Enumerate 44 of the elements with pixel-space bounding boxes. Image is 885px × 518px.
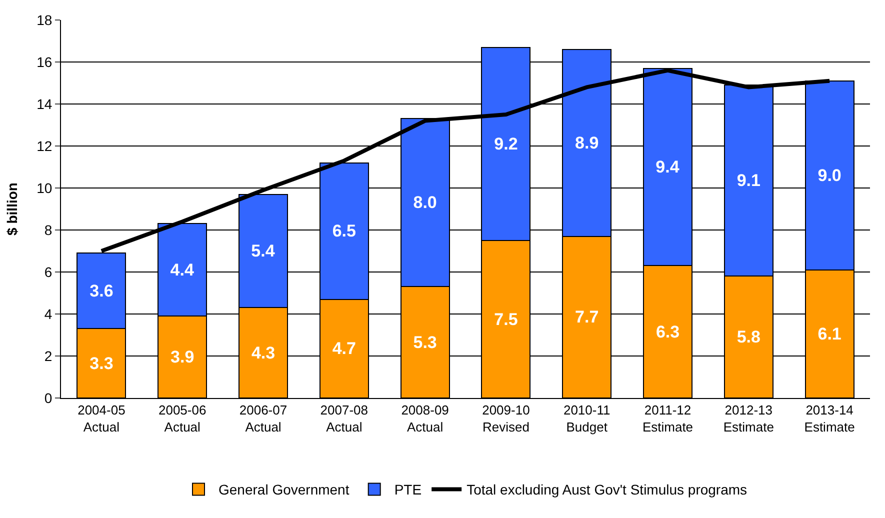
data-label: 5.3 <box>413 332 437 352</box>
data-label: 6.5 <box>332 222 356 241</box>
data-label: 9.1 <box>736 171 760 190</box>
x-tick-label: 2011-12 Estimate <box>642 402 694 434</box>
x-tick-label: 2010-11 Budget <box>563 402 610 434</box>
data-label: 3.9 <box>170 348 194 367</box>
y-tick-label: 12 <box>36 138 52 154</box>
data-label: 8.9 <box>575 133 599 152</box>
y-tick-label: 2 <box>44 348 52 364</box>
y-tick-label: 14 <box>36 96 52 112</box>
x-tick-label: 2005-06 Actual <box>158 402 206 434</box>
data-label: 4.3 <box>251 343 276 362</box>
y-axis-title: $ billion <box>4 182 20 236</box>
x-tick-label: 2013-14 Estimate <box>804 402 855 434</box>
x-tick-label: 2008-09 Actual <box>401 402 449 434</box>
data-label: 4.4 <box>170 260 194 280</box>
legend-label: General Government <box>218 482 350 498</box>
y-tick-label: 4 <box>44 306 52 322</box>
y-tick-label: 10 <box>36 180 52 196</box>
y-tick-label: 16 <box>36 54 52 70</box>
data-label: 6.3 <box>656 322 680 342</box>
legend-label: Total excluding Aust Gov't Stimulus programs <box>466 482 748 498</box>
data-label: 9.4 <box>656 158 680 176</box>
data-label: 3.3 <box>90 354 114 373</box>
y-tick-label: 18 <box>36 12 52 28</box>
data-label: 7.5 <box>494 310 518 329</box>
y-tick-label: 8 <box>44 222 52 238</box>
y-tick-label: 6 <box>44 264 52 280</box>
y-tick-label: 0 <box>44 390 52 406</box>
data-label: 8.0 <box>413 193 437 212</box>
x-tick-label: 2006-07 Actual <box>239 402 288 434</box>
x-tick-label: 2004-05 Actual <box>78 402 126 434</box>
data-label: 9.2 <box>494 134 518 154</box>
data-label: 5.4 <box>251 242 276 260</box>
legend-label: PTE <box>394 482 422 498</box>
data-label: 3.6 <box>90 281 114 300</box>
data-label: 4.7 <box>332 339 356 358</box>
data-label: 9.0 <box>818 166 842 185</box>
data-label: 6.1 <box>818 324 842 344</box>
x-tick-label: 2012-13 Estimate <box>723 402 774 434</box>
x-tick-label: 2009-10 Revised <box>482 402 530 434</box>
data-label: 7.7 <box>575 308 599 327</box>
x-tick-label: 2007-08 Actual <box>320 402 368 434</box>
data-label: 5.8 <box>736 328 760 347</box>
